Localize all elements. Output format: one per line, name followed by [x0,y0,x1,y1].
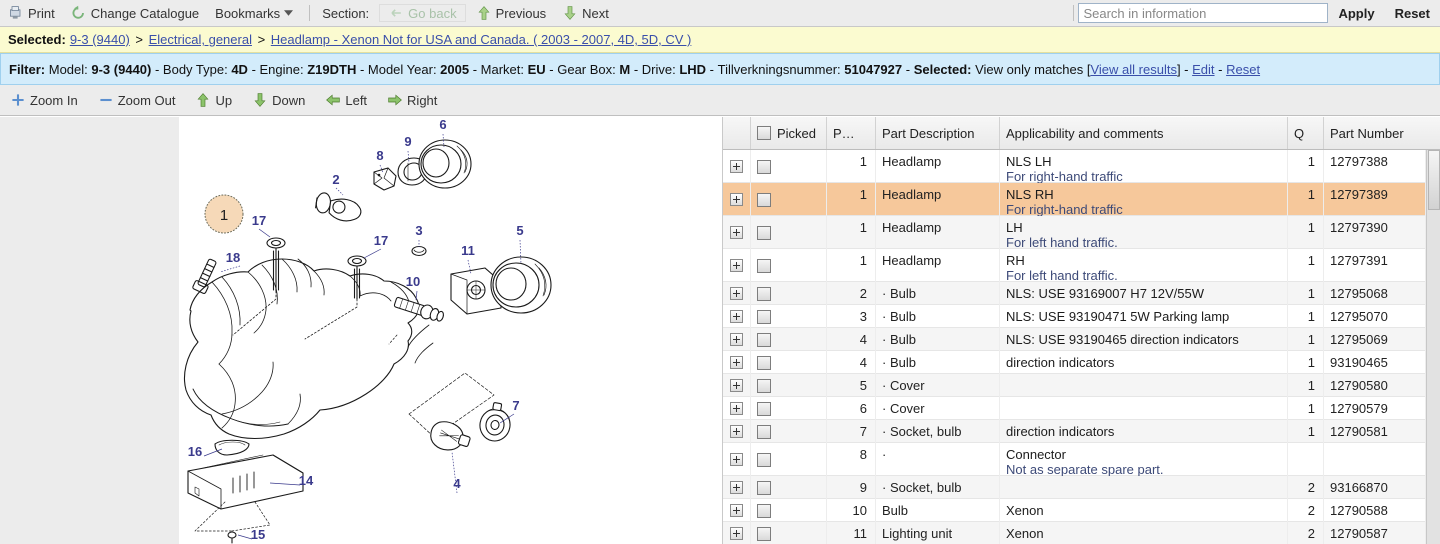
svg-text:18: 18 [226,250,240,265]
svg-text:6: 6 [439,117,446,132]
svg-text:15: 15 [251,527,265,542]
svg-text:10: 10 [406,274,420,289]
svg-text:2: 2 [332,172,339,187]
svg-text:5: 5 [516,223,523,238]
svg-text:16: 16 [188,444,202,459]
svg-text:4: 4 [453,476,461,491]
svg-text:1: 1 [220,207,228,224]
svg-text:17: 17 [252,213,266,228]
svg-text:14: 14 [299,473,314,488]
svg-text:8: 8 [376,148,383,163]
svg-text:9: 9 [404,134,411,149]
svg-text:3: 3 [415,223,422,238]
svg-text:17: 17 [374,233,388,248]
svg-text:11: 11 [461,243,475,258]
svg-text:7: 7 [512,398,519,413]
